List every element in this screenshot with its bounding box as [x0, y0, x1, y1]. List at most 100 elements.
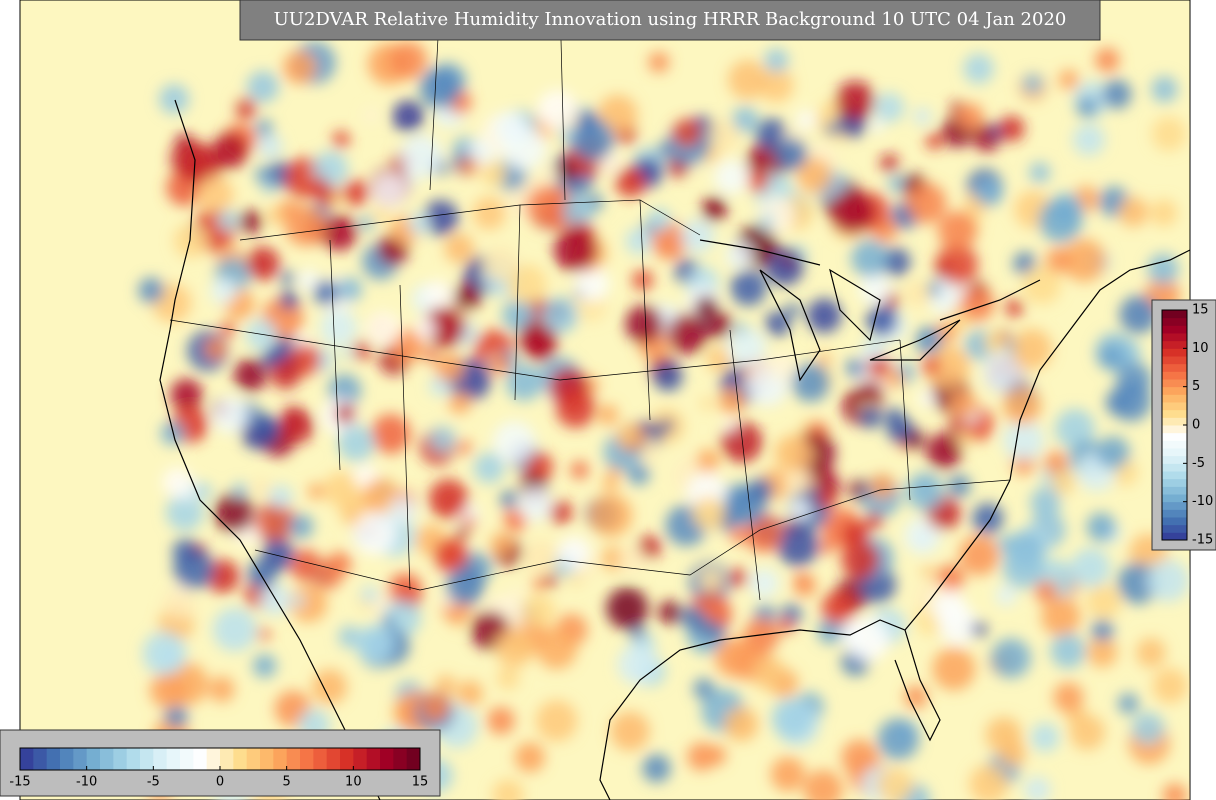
field-blob	[748, 477, 774, 503]
field-blob	[1076, 96, 1098, 118]
field-blob	[214, 492, 255, 533]
field-blob	[730, 527, 747, 544]
field-blob	[862, 337, 885, 360]
field-blob	[371, 172, 407, 208]
field-blob	[903, 517, 942, 555]
field-blob	[786, 467, 813, 494]
field-blob	[723, 707, 759, 742]
colorbar-tick-label: 5	[283, 775, 291, 790]
field-blob	[337, 424, 375, 462]
colorbar-cell	[113, 748, 128, 770]
colorbar-cell	[1162, 440, 1187, 449]
field-blob	[456, 526, 469, 539]
field-blob	[1102, 79, 1132, 109]
field-blob	[915, 326, 943, 354]
field-blob	[487, 706, 515, 735]
colorbar-tick-label: -15	[1192, 533, 1213, 548]
field-blob	[507, 264, 547, 305]
field-blob	[849, 481, 864, 496]
field-blob	[210, 277, 238, 305]
colorbar-cell	[73, 748, 88, 770]
colorbar-cell	[406, 748, 421, 770]
colorbar-cell	[193, 748, 208, 770]
field-blob	[1086, 636, 1118, 668]
field-blob	[492, 779, 524, 800]
field-blob	[374, 207, 389, 222]
field-blob	[542, 297, 579, 334]
colorbar-cell	[33, 748, 48, 770]
field-blob	[796, 157, 832, 193]
field-blob	[233, 358, 268, 392]
field-blob	[502, 298, 535, 332]
field-blob	[270, 358, 301, 390]
field-blob	[693, 678, 715, 700]
field-blob	[428, 479, 469, 519]
colorbar-tick-label: 5	[1192, 379, 1200, 394]
field-blob	[730, 269, 767, 306]
field-blob	[706, 346, 732, 372]
colorbar-cell	[100, 748, 114, 770]
field-blob	[1096, 436, 1130, 470]
field-blob	[783, 252, 797, 266]
field-blob	[705, 311, 733, 339]
field-blob	[544, 573, 558, 587]
field-blob	[1002, 546, 1045, 589]
colorbar-cell	[1162, 486, 1187, 495]
field-blob	[817, 352, 832, 367]
field-blob	[257, 628, 270, 641]
field-blob	[865, 512, 883, 529]
field-blob	[149, 672, 187, 709]
field-blob	[926, 345, 970, 390]
field-blob	[589, 494, 633, 537]
field-blob	[456, 440, 472, 455]
colorbar-cell	[153, 748, 168, 770]
field-blob	[937, 211, 978, 251]
field-blob	[718, 387, 746, 415]
field-blob	[692, 496, 726, 530]
field-blob	[388, 572, 423, 607]
field-blob	[997, 535, 1015, 553]
colorbar-tick-label: 10	[345, 775, 362, 790]
field-blob	[555, 387, 596, 428]
field-blob	[1030, 722, 1060, 752]
field-blob	[526, 185, 570, 229]
colorbar-cell	[353, 748, 368, 770]
field-blob	[1086, 512, 1116, 542]
field-blob	[731, 106, 759, 134]
field-blob	[435, 353, 464, 383]
field-blob	[255, 501, 296, 542]
field-blob	[532, 576, 547, 591]
field-blob	[496, 666, 520, 690]
field-blob	[557, 536, 591, 570]
field-blob	[1150, 199, 1178, 227]
field-blob	[523, 328, 557, 362]
field-blob	[423, 200, 459, 236]
field-blob	[196, 176, 234, 213]
colorbar-cell	[1162, 455, 1187, 464]
field-blob	[948, 474, 971, 498]
field-blob	[392, 100, 425, 133]
field-blob	[1118, 693, 1139, 714]
field-blob	[983, 331, 1007, 355]
field-blob	[1011, 328, 1053, 370]
colorbar: 15 10 5 0 -5 -10 -15	[1161, 303, 1213, 548]
colorbar-cell	[1162, 379, 1187, 388]
field-blob	[312, 559, 343, 590]
field-blob	[312, 151, 349, 187]
field-blob	[841, 540, 880, 579]
field-blob	[490, 531, 515, 556]
title-box	[239, 0, 1101, 41]
field-blob	[337, 276, 363, 302]
field-blob	[289, 584, 328, 623]
field-blob	[536, 628, 578, 670]
colorbar-cell	[273, 748, 288, 770]
field-blob	[500, 490, 519, 509]
colorbar-cell	[1162, 501, 1187, 510]
field-blob	[1117, 562, 1159, 604]
field-blob	[254, 166, 273, 184]
field-blob	[990, 638, 1031, 679]
field-blob	[855, 380, 884, 410]
field-blob	[260, 416, 280, 437]
field-blob	[212, 607, 257, 652]
field-blob	[982, 351, 1024, 393]
